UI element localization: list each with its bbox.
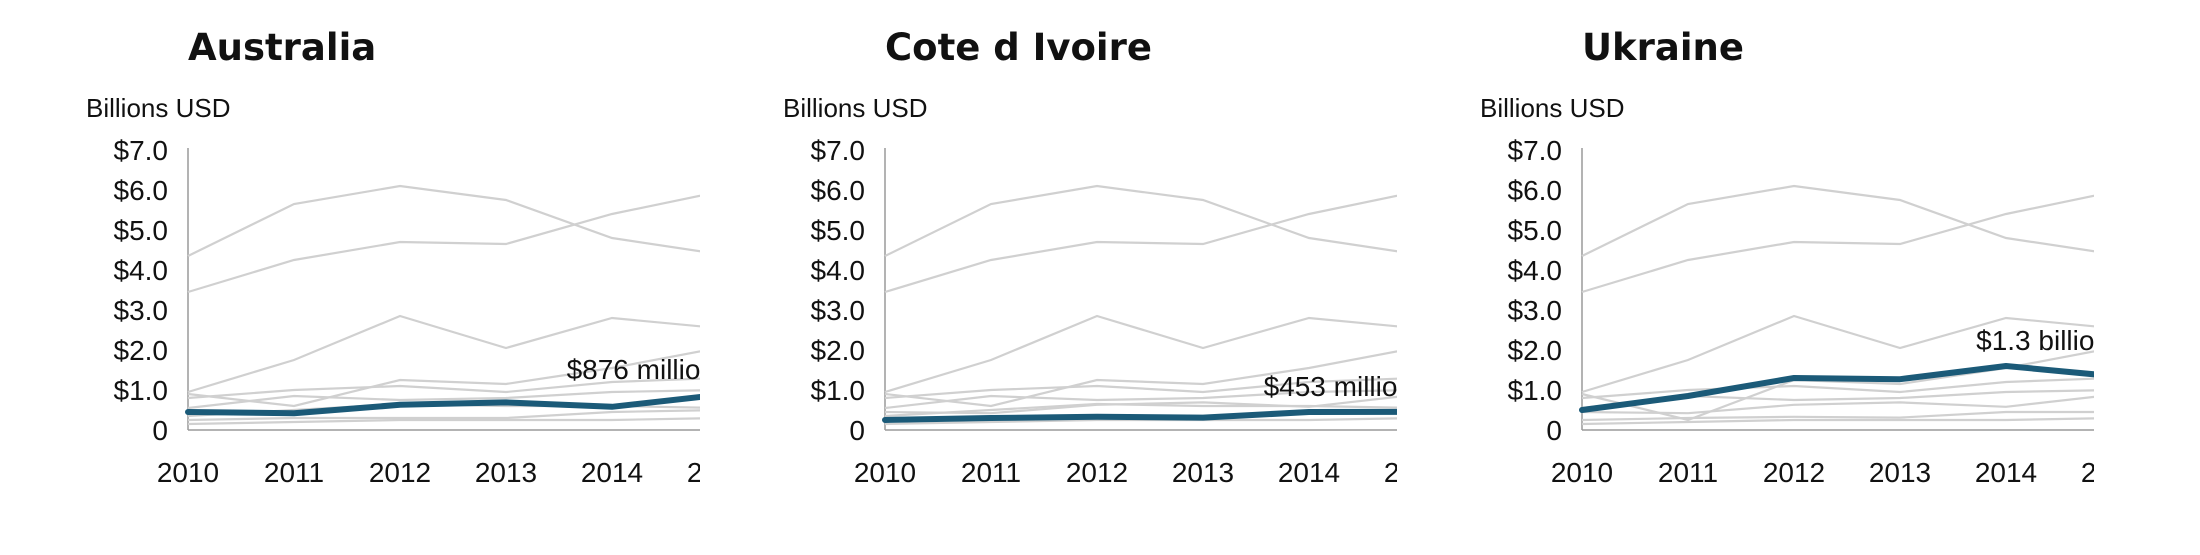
y-tick-label: $2.0: [1508, 335, 1563, 366]
x-tick-label: 2013: [1172, 457, 1234, 488]
context-series-line: [187, 389, 700, 410]
chart-panel-cote-d-ivoire: Cote d Ivoire Billions USD $7.0 $6.0 $5.0 $…: [697, 0, 1397, 555]
context-series-line: [187, 314, 700, 394]
highlight-series-line: [1579, 363, 2094, 413]
x-tick-label: 2013: [1869, 457, 1931, 488]
context-series-line: [187, 409, 700, 422]
highlight-annotation: $876 million: [567, 354, 700, 385]
context-series-line: [1581, 350, 2094, 422]
highlight-annotation: $1.3 billion: [1976, 325, 2094, 356]
context-series-line: [187, 377, 700, 400]
x-tick-label: 2011: [264, 457, 324, 488]
chart-title: Cote d Ivoire: [885, 26, 1152, 69]
y-tick-label: $6.0: [811, 175, 866, 206]
context-series-line: [884, 389, 1397, 410]
context-series-line: [884, 402, 1397, 418]
x-tick-label: 2010: [1551, 457, 1613, 488]
context-series-line: [884, 184, 1397, 257]
context-series-line: [1581, 410, 2094, 422]
y-tick-label: $3.0: [1508, 295, 1563, 326]
x-tick-label: 2010: [157, 457, 219, 488]
y-tick-label: $3.0: [114, 295, 169, 326]
y-tick-label: $7.0: [811, 135, 866, 166]
x-tick-label: 2015: [2081, 457, 2094, 488]
chart-panel-ukraine: Ukraine Billions USD $7.0 $6.0 $5.0 $4.0 $3.…: [1394, 0, 2094, 555]
y-tick-label: 0: [152, 415, 168, 446]
y-tick-label: $4.0: [114, 255, 169, 286]
context-series-line: [1581, 314, 2094, 394]
x-tick-label: 2014: [1278, 457, 1340, 488]
y-tick-label: $1.0: [1508, 375, 1563, 406]
context-series-line: [884, 395, 1397, 415]
x-tick-label: 2012: [1763, 457, 1825, 488]
context-series-line: [884, 194, 1397, 294]
context-series-line: [884, 350, 1397, 408]
context-series-line: [884, 377, 1397, 400]
plot-area: $7.0 $6.0 $5.0 $4.0 $3.0 $2.0 $1.0 0 2010 2011 201…: [811, 135, 1397, 488]
plot-area: $7.0 $6.0 $5.0 $4.0 $3.0 $2.0 $1.0 0 2010 2011 201…: [114, 135, 700, 488]
y-tick-label: $5.0: [811, 215, 866, 246]
context-series-line: [1581, 395, 2094, 415]
y-tick-label: $4.0: [1508, 255, 1563, 286]
y-axis-unit-label: Billions USD: [783, 93, 928, 123]
x-tick-label: 2015: [1384, 457, 1397, 488]
y-tick-label: $2.0: [811, 335, 866, 366]
y-axis-unit-label: Billions USD: [1480, 93, 1625, 123]
context-series-line: [187, 417, 700, 426]
y-tick-label: $7.0: [114, 135, 169, 166]
context-series-line: [1581, 417, 2094, 426]
x-tick-label: 2012: [369, 457, 431, 488]
chart-title: Ukraine: [1582, 26, 1744, 69]
context-series-line: [1581, 377, 2094, 400]
y-tick-label: $5.0: [1508, 215, 1563, 246]
x-tick-label: 2010: [854, 457, 916, 488]
line-chart-cote-d-ivoire: Cote d Ivoire Billions USD $7.0$6.0$5.0$…: [783, 26, 1397, 488]
y-tick-label: 0: [1546, 415, 1562, 446]
y-tick-label: $1.0: [114, 375, 169, 406]
line-chart-australia: Australia Billions USD $7.0$6.0$5.0$4.0$…: [86, 26, 700, 488]
y-tick-label: $6.0: [1508, 175, 1563, 206]
y-tick-label: 0: [849, 415, 865, 446]
highlight-series-line: [185, 393, 700, 417]
highlight-series-line: [882, 408, 1397, 423]
y-tick-label: $6.0: [114, 175, 169, 206]
context-series-line: [187, 350, 700, 408]
x-tick-label: 2013: [475, 457, 537, 488]
x-tick-label: 2014: [1975, 457, 2037, 488]
context-series-line: [884, 314, 1397, 394]
chart-title: Australia: [188, 26, 376, 69]
chart-panel-australia: Australia Billions USD $7.0 $6.0 $5.0 $4.0 $…: [0, 0, 700, 555]
context-series-line: [1581, 194, 2094, 294]
x-tick-label: 2015: [687, 457, 700, 488]
plot-area: $7.0 $6.0 $5.0 $4.0 $3.0 $2.0 $1.0 0 2010 2011 201…: [1508, 135, 2094, 488]
y-tick-label: $3.0: [811, 295, 866, 326]
y-tick-label: $5.0: [114, 215, 169, 246]
x-tick-label: 2011: [961, 457, 1021, 488]
context-series-line: [1581, 184, 2094, 257]
highlight-annotation: $453 million: [1264, 371, 1397, 402]
context-series-line: [187, 184, 700, 257]
context-series-line: [187, 194, 700, 294]
x-tick-label: 2012: [1066, 457, 1128, 488]
y-tick-label: $4.0: [811, 255, 866, 286]
y-tick-label: $2.0: [114, 335, 169, 366]
x-tick-label: 2014: [581, 457, 643, 488]
y-tick-label: $1.0: [811, 375, 866, 406]
line-chart-ukraine: Ukraine Billions USD $7.0 $6.0 $5.0 $4.0 $3.…: [1480, 26, 2094, 488]
x-tick-label: 2011: [1658, 457, 1718, 488]
y-tick-label: $7.0: [1508, 135, 1563, 166]
y-axis-unit-label: Billions USD: [86, 93, 231, 123]
